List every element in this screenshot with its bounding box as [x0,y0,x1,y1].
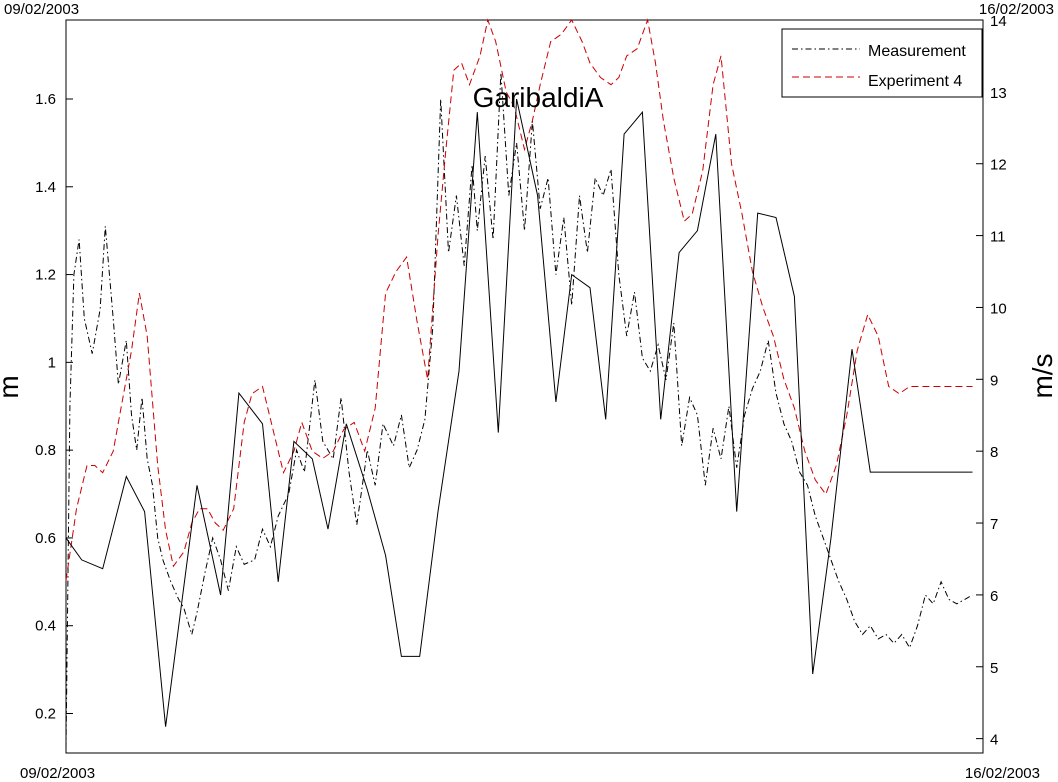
right-tick-label: 4 [990,732,998,749]
legend-label-measurement: Measurement [868,43,966,60]
date-top-right: 16/02/2003 [979,1,1054,18]
right-tick-label: 13 [990,85,1007,102]
legend: Measurement Experiment 4 [781,28,983,98]
left-tick-label: 1.4 [35,179,56,196]
right-tick-label: 8 [990,444,998,461]
right-tick-label: 14 [990,13,1007,30]
plot-area [65,19,984,754]
y-axis-label-right: m/s [1027,353,1058,398]
right-tick-label: 10 [990,300,1007,317]
left-tick-label: 0.2 [35,705,56,722]
left-tick-label: 0.8 [35,442,56,459]
series-layer [65,18,973,749]
right-tick-label: 7 [990,516,998,533]
left-tick-label: 1.2 [35,267,56,284]
right-axis-ticks: 4 5 6 7 8 9 10 11 12 13 14 [976,13,1007,749]
date-bottom-right: 16/02/2003 [965,765,1040,782]
series-line-solid-2 [65,98,973,727]
legend-label-experiment: Experiment 4 [868,73,962,90]
right-tick-label: 12 [990,157,1007,174]
right-tick-label: 9 [990,372,998,389]
date-top-left: 09/02/2003 [4,1,79,18]
y-axis-label-left: m [0,375,24,398]
chart-title: GaribaldiA [473,82,604,113]
series-line-experiment-4 [65,18,973,581]
right-tick-label: 11 [990,229,1006,246]
left-tick-label: 1.6 [35,91,56,108]
left-tick-label: 0.6 [35,530,56,547]
left-axis-ticks: 0.2 0.4 0.6 0.8 1 1.2 1.4 1.6 [35,91,73,722]
left-tick-label: 0.4 [35,618,56,635]
right-tick-label: 5 [990,660,998,677]
date-bottom-left: 09/02/2003 [20,765,95,782]
legend-box [781,28,983,98]
left-tick-label: 1 [48,354,56,371]
right-tick-label: 6 [990,588,998,605]
